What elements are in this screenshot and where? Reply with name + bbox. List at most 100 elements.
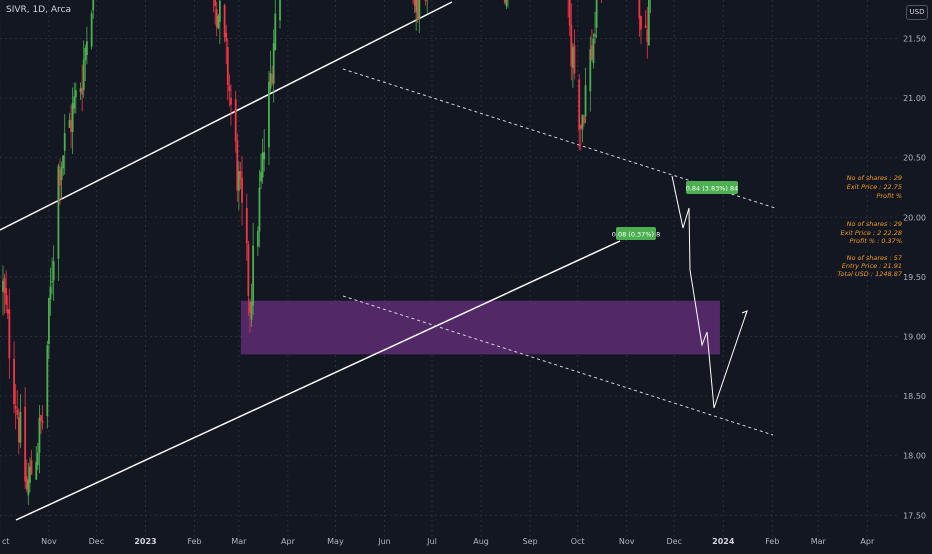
candle-body xyxy=(24,406,27,482)
candle-body xyxy=(239,171,242,179)
x-tick-label: Feb xyxy=(187,537,201,546)
x-tick-label: Feb xyxy=(765,537,779,546)
candle-body xyxy=(79,88,82,92)
candle xyxy=(38,405,41,474)
candle xyxy=(256,226,259,257)
x-tick-label: 2024 xyxy=(712,537,735,546)
candle-body xyxy=(590,45,593,60)
candle-body xyxy=(60,167,63,181)
candle-body xyxy=(250,301,253,320)
candle-body xyxy=(570,24,573,67)
candle xyxy=(228,74,231,107)
candle xyxy=(14,384,17,430)
candle-body xyxy=(230,97,232,105)
candle-body xyxy=(505,0,508,6)
candle-body xyxy=(35,461,38,480)
y-tick-label: 18.50 xyxy=(903,392,926,401)
candle xyxy=(650,0,651,14)
candle-body xyxy=(14,406,17,409)
candle-body xyxy=(241,178,243,203)
candle xyxy=(415,0,418,31)
candle xyxy=(279,0,281,29)
candle xyxy=(46,340,49,429)
candle xyxy=(16,390,19,419)
candle xyxy=(5,270,8,313)
candle xyxy=(57,163,60,281)
candle xyxy=(571,42,574,88)
candle-body xyxy=(592,38,595,64)
candle-body xyxy=(274,13,277,51)
candle-body xyxy=(73,96,76,109)
candle-body xyxy=(579,125,582,129)
candle-body xyxy=(81,87,84,95)
candle xyxy=(35,445,38,480)
candle-body xyxy=(92,0,95,11)
candle xyxy=(2,265,4,316)
candle xyxy=(584,67,587,124)
candle-body xyxy=(256,231,259,247)
x-tick-label: Jul xyxy=(426,537,437,546)
candle-body xyxy=(25,476,28,490)
candle-body xyxy=(29,466,31,484)
candle xyxy=(36,442,39,471)
upper-profit-text: Profit % xyxy=(876,192,902,200)
candle xyxy=(70,104,72,149)
x-tick-label: Aug xyxy=(473,537,489,546)
candle xyxy=(260,153,262,190)
candle xyxy=(73,82,76,114)
channel-lower-line xyxy=(15,240,621,521)
upper-shares-text: No of shares : 29 xyxy=(847,174,902,182)
candle xyxy=(62,155,65,176)
candle-body xyxy=(85,41,88,55)
candle xyxy=(583,114,585,127)
candles xyxy=(2,0,651,505)
candle-body xyxy=(2,280,4,292)
y-tick-label: 17.50 xyxy=(903,511,926,520)
candle-body xyxy=(71,103,74,133)
profit-box-lower xyxy=(616,227,656,240)
candle xyxy=(247,240,250,316)
candle-body xyxy=(638,0,641,19)
candle xyxy=(92,0,95,19)
candle-body xyxy=(214,0,217,7)
candle xyxy=(8,288,11,379)
candle-body xyxy=(90,13,93,47)
candle xyxy=(424,0,427,6)
candle-body xyxy=(594,34,596,37)
candle xyxy=(252,222,255,315)
candle-body xyxy=(41,420,44,423)
candle-body xyxy=(236,140,239,191)
candle-body xyxy=(84,47,87,60)
candle xyxy=(90,10,93,50)
candle xyxy=(217,13,220,30)
candle xyxy=(416,0,419,24)
candle xyxy=(234,90,237,153)
y-tick-label: 20.50 xyxy=(903,154,926,163)
candle xyxy=(3,273,6,314)
candle-body xyxy=(258,187,261,232)
candle-body xyxy=(589,49,592,92)
candle xyxy=(41,405,44,430)
candle-body xyxy=(503,0,506,3)
candle-body xyxy=(217,15,220,29)
candle-body xyxy=(51,281,53,283)
candle-body xyxy=(215,9,218,28)
candle xyxy=(250,283,253,327)
candle-body xyxy=(269,73,272,89)
candle xyxy=(578,73,581,151)
candle xyxy=(263,128,266,172)
candle xyxy=(261,138,264,184)
candle xyxy=(218,0,221,45)
x-tick-label: Dec xyxy=(666,537,681,546)
x-tick-label: ct xyxy=(2,537,10,546)
candle-body xyxy=(82,59,85,91)
candle xyxy=(258,170,261,248)
projection-arrowhead xyxy=(741,310,748,318)
currency-button[interactable]: USD xyxy=(906,5,928,20)
candle xyxy=(595,0,598,39)
candle-body xyxy=(568,0,571,26)
candle xyxy=(51,257,53,295)
